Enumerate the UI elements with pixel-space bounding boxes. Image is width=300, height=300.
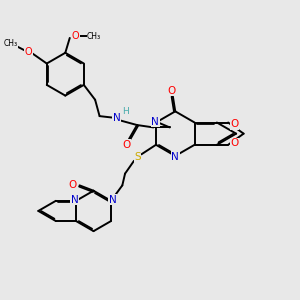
Text: O: O	[72, 32, 80, 41]
Text: N: N	[152, 117, 159, 127]
Text: O: O	[231, 138, 239, 148]
Text: S: S	[134, 152, 141, 162]
Text: O: O	[231, 119, 239, 129]
Text: N: N	[109, 195, 116, 205]
Text: CH₃: CH₃	[3, 39, 18, 48]
Text: O: O	[122, 140, 131, 150]
Text: O: O	[69, 180, 77, 190]
Text: H: H	[122, 107, 129, 116]
Text: O: O	[168, 85, 176, 96]
Text: N: N	[171, 152, 179, 162]
Text: N: N	[71, 195, 78, 205]
Text: O: O	[25, 46, 32, 57]
Text: CH₃: CH₃	[87, 32, 101, 41]
Text: N: N	[113, 113, 121, 124]
